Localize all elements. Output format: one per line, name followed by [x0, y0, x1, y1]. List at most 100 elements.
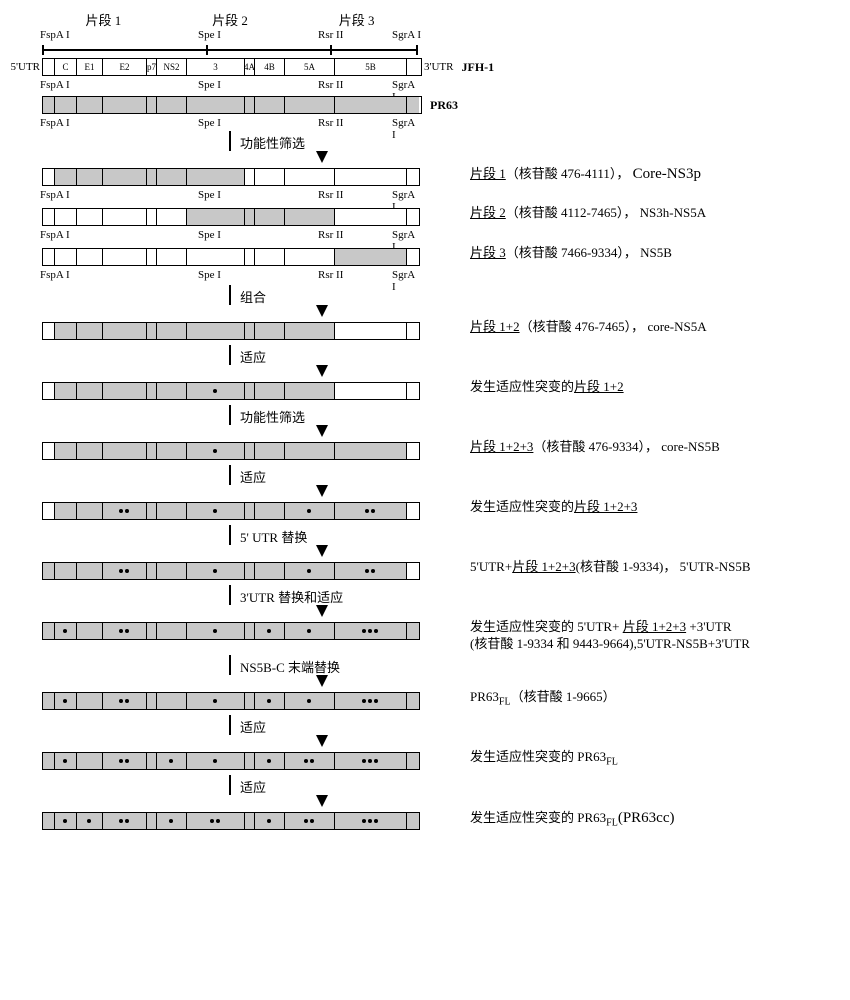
segment-ns5b [335, 693, 407, 709]
fragment-123a-row: 发生适应性突变的片段 1+2+3 [10, 499, 840, 523]
segment-ns4b [255, 623, 285, 639]
segment-c [55, 97, 77, 113]
segment-ns5a [285, 563, 335, 579]
segment-e1 [77, 693, 103, 709]
segment-utr3 [407, 97, 419, 113]
segment-ns5a [285, 443, 335, 459]
pr63fl-row: PR63FL（核苷酸 1-9665） [10, 689, 840, 713]
fragment-1-row: FspA I Spe I Rsr II SgrA I 片段 1（核苷酸 476-… [10, 165, 840, 203]
segment-utr5 [43, 443, 55, 459]
utr3f-desc: 发生适应性突变的 5'UTR+ 片段 1+2+3 +3'UTR (核苷酸 1-9… [470, 619, 750, 653]
segment-utr3 [407, 563, 419, 579]
segment-utr5 [43, 249, 55, 265]
pr63fl-genome [42, 692, 420, 710]
segment-ns3: 3 [187, 59, 245, 75]
segment-ns5a [285, 753, 335, 769]
segment-ns5b [335, 249, 407, 265]
utr3-label: 3'UTR [424, 61, 453, 73]
segment-ns5b [335, 97, 407, 113]
segment-ns2 [157, 169, 187, 185]
segment-ns2 [157, 97, 187, 113]
frag-3-label: 片段 3 [293, 10, 420, 29]
segment-c [55, 563, 77, 579]
segment-ns4a [245, 753, 255, 769]
segment-ns4a [245, 209, 255, 225]
enzyme-sgra: SgrA I [392, 29, 421, 41]
segment-utr5 [43, 209, 55, 225]
segment-c [55, 443, 77, 459]
segment-ns4b [255, 383, 285, 399]
segment-ns5b [335, 503, 407, 519]
segment-e1 [77, 97, 103, 113]
utr5-label: 5'UTR [10, 61, 42, 73]
segment-ns4b [255, 249, 285, 265]
scale-bar [40, 45, 420, 55]
segment-ns4a [245, 323, 255, 339]
segment-e2 [103, 563, 147, 579]
pr63cc-genome [42, 812, 420, 830]
segment-utr5 [43, 97, 55, 113]
segment-ns3 [187, 383, 245, 399]
segment-p7 [147, 249, 157, 265]
segment-ns3 [187, 503, 245, 519]
segment-e1 [77, 563, 103, 579]
frag12-desc: 片段 1+2（核苷酸 476-7465）， core-NS5A [470, 319, 707, 336]
segment-ns4a [245, 169, 255, 185]
pr63cc-desc: 发生适应性突变的 PR63FL(PR63cc) [470, 809, 675, 830]
segment-utr5 [43, 623, 55, 639]
segment-ns5a [285, 97, 335, 113]
segment-e1 [77, 813, 103, 829]
frag1-desc: 片段 1（核苷酸 476-4111）， Core-NS3p [470, 165, 701, 185]
segment-ns3 [187, 169, 245, 185]
fragment-labels: 片段 1 片段 2 片段 3 [40, 10, 420, 29]
frag123a-desc: 发生适应性突变的片段 1+2+3 [470, 499, 637, 516]
enzyme-rsr: Rsr II [318, 29, 343, 41]
segment-p7 [147, 383, 157, 399]
segment-ns4a [245, 813, 255, 829]
segment-c: C [55, 59, 77, 75]
arrow-ns5bc: NS5B-C 末端替换 [40, 655, 420, 687]
segment-ns4b [255, 323, 285, 339]
segment-e2 [103, 97, 147, 113]
segment-ns4b [255, 443, 285, 459]
segment-e1 [77, 249, 103, 265]
segment-ns3 [187, 813, 245, 829]
enzyme-labels-top: FspA I Spe I Rsr II SgrA I [40, 29, 420, 45]
arrow-func-sel-2: 功能性筛选 [40, 405, 420, 437]
segment-e1 [77, 323, 103, 339]
segment-c [55, 323, 77, 339]
segment-ns4b: 4B [255, 59, 285, 75]
segment-ns4b [255, 563, 285, 579]
segment-ns2 [157, 383, 187, 399]
gene-labels-row: 5'UTR CE1E2p7NS234A4B5A5B 3'UTR JFH-1 [10, 58, 840, 76]
segment-ns4b [255, 503, 285, 519]
frag123-desc: 片段 1+2+3（核苷酸 476-9334）， core-NS5B [470, 439, 720, 456]
segment-p7 [147, 753, 157, 769]
segment-e1: E1 [77, 59, 103, 75]
arrow-adapt-1: 适应 [40, 345, 420, 377]
segment-utr3 [407, 59, 419, 75]
segment-utr3 [407, 383, 419, 399]
segment-e2 [103, 249, 147, 265]
segment-ns4b [255, 169, 285, 185]
pr63fl-desc: PR63FL（核苷酸 1-9665） [470, 689, 616, 709]
segment-ns5b [335, 443, 407, 459]
arrow-func-sel-1: 功能性筛选 [40, 131, 420, 163]
arrow-combine: 组合 [40, 285, 420, 317]
segment-e2 [103, 209, 147, 225]
segment-ns5b [335, 623, 407, 639]
segment-e1 [77, 169, 103, 185]
segment-ns4b [255, 753, 285, 769]
segment-p7 [147, 693, 157, 709]
frag12a-desc: 发生适应性突变的片段 1+2 [470, 379, 624, 396]
segment-p7 [147, 443, 157, 459]
segment-c [55, 383, 77, 399]
jfh1-name: JFH-1 [461, 60, 494, 75]
segment-ns5a: 5A [285, 59, 335, 75]
segment-e2 [103, 443, 147, 459]
enzyme-labels-jfh1: FspA I Spe I Rsr II SgrA I [40, 79, 420, 93]
segment-ns5b [335, 563, 407, 579]
segment-utr5 [43, 323, 55, 339]
segment-ns5a [285, 169, 335, 185]
segment-p7 [147, 623, 157, 639]
